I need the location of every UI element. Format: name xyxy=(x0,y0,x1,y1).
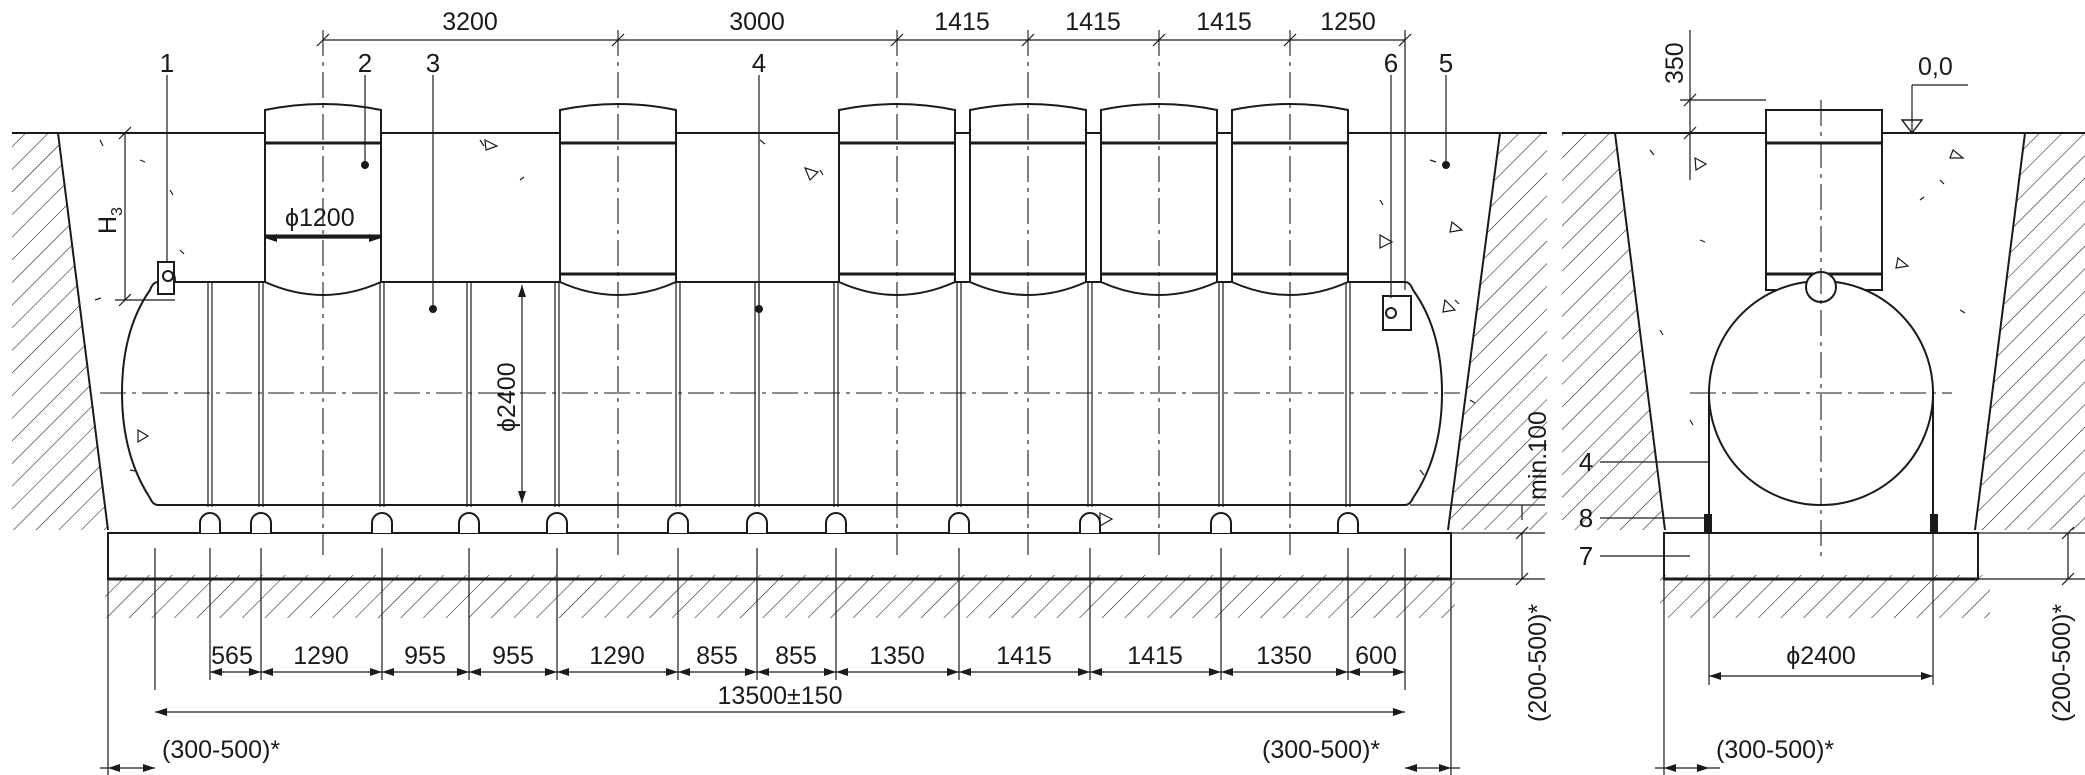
dim-bottom-11: 1350 xyxy=(1256,642,1312,670)
dim-top-6: 1250 xyxy=(1320,8,1376,36)
dim-bottom-9: 1415 xyxy=(996,642,1052,670)
neck-height-label: 350 xyxy=(1661,42,1689,84)
dim-bottom-8: 1350 xyxy=(869,642,925,670)
dim-bottom-4: 955 xyxy=(492,642,534,670)
tank-diameter-dim xyxy=(518,285,526,503)
side-offset-dims xyxy=(100,579,1460,775)
callout-leaders xyxy=(166,75,1450,313)
dim-bottom-6: 855 xyxy=(696,642,738,670)
tank-ribs xyxy=(207,282,1351,507)
section-diameter-label: ϕ2400 xyxy=(1786,642,1856,670)
section-callout-8: 8 xyxy=(1579,503,1593,533)
offset-right-label: (300-500)* xyxy=(1262,736,1380,764)
slab-depth-dim xyxy=(1410,504,1545,586)
min-gap-label: min.100 xyxy=(1524,411,1552,500)
callout-3: 3 xyxy=(426,48,440,78)
dim-top-2: 3000 xyxy=(729,8,785,36)
zero-elevation-mark xyxy=(1900,84,1968,135)
slab-depth-label: (200-500)* xyxy=(1524,604,1552,722)
section-callout-4: 4 xyxy=(1579,447,1593,477)
callout-2: 2 xyxy=(358,48,372,78)
section-centerlines xyxy=(1690,100,1952,560)
tank-body xyxy=(120,281,1444,506)
total-length-label: 13500±150 xyxy=(718,682,843,710)
inlet-pipe xyxy=(157,261,176,295)
tank-diameter-label: ϕ2400 xyxy=(493,362,521,432)
dim-top-4: 1415 xyxy=(1065,8,1121,36)
foundation-slab xyxy=(107,532,1452,581)
neck-height-dim xyxy=(1680,30,1766,180)
dim-bottom-1: 565 xyxy=(211,642,253,670)
zero-elevation-label: 0,0 xyxy=(1918,53,1953,81)
dim-bottom-7: 855 xyxy=(775,642,817,670)
section-slab-depth-dim xyxy=(1978,526,2085,586)
dim-bottom-12: 600 xyxy=(1355,642,1397,670)
section-offset-dim xyxy=(1655,579,1720,775)
callout-4: 4 xyxy=(752,48,766,78)
neck-diameter-label: ϕ1200 xyxy=(285,204,355,232)
offset-left-label: (300-500)* xyxy=(162,736,280,764)
section-offset-label: (300-500)* xyxy=(1716,736,1834,764)
burial-depth-label: H3 xyxy=(94,207,126,234)
dim-bottom-10: 1415 xyxy=(1127,642,1183,670)
section-slab-depth-label: (200-500)* xyxy=(2048,604,2076,722)
dim-top-5: 1415 xyxy=(1196,8,1252,36)
neck-diameter-dim xyxy=(265,234,381,242)
dim-bottom-3: 955 xyxy=(404,642,446,670)
burial-depth-dim xyxy=(115,126,175,307)
dim-top-3: 1415 xyxy=(934,8,990,36)
section-callout-leaders xyxy=(1600,461,1709,557)
callout-1: 1 xyxy=(160,48,174,78)
section-diameter-dim xyxy=(1708,533,1934,685)
callout-6: 6 xyxy=(1384,48,1398,78)
callout-5: 5 xyxy=(1439,48,1453,78)
top-dimension-chain xyxy=(316,30,1412,290)
outlet-pipe xyxy=(1382,295,1412,331)
dim-bottom-5: 1290 xyxy=(589,642,645,670)
dim-bottom-2: 1290 xyxy=(293,642,349,670)
support-saddles xyxy=(199,512,1359,533)
centerlines xyxy=(100,30,1460,555)
soil-hatching xyxy=(12,133,2085,618)
bottom-dimension-chain xyxy=(154,548,1406,716)
section-tank xyxy=(1704,109,1938,534)
dim-top-1: 3200 xyxy=(442,8,498,36)
section-callout-7: 7 xyxy=(1579,541,1593,571)
